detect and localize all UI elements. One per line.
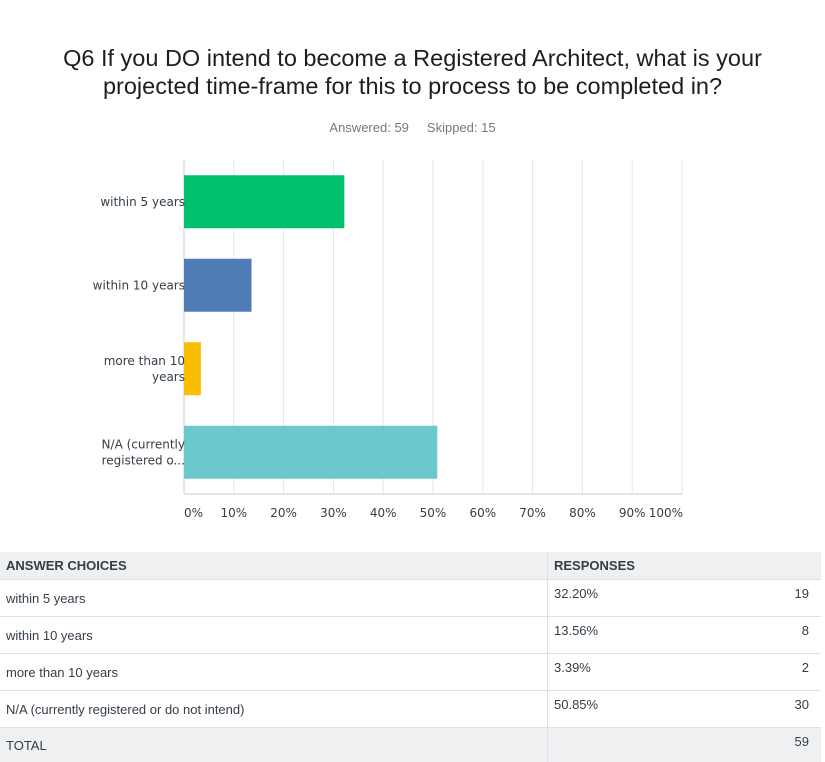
choice-cell: N/A (currently registered or do not inte… xyxy=(0,691,548,728)
choice-cell: within 10 years xyxy=(0,617,548,654)
table-row: within 10 years 13.56% 8 xyxy=(0,617,821,654)
x-tick-label: 20% xyxy=(270,506,297,520)
bar xyxy=(184,426,437,479)
category-label: within 5 years xyxy=(100,195,185,209)
responses-header: RESPONSES xyxy=(548,552,822,580)
x-tick-label: 10% xyxy=(220,506,247,520)
bar xyxy=(184,175,344,228)
response-stats: Answered: 59 Skipped: 15 xyxy=(0,120,825,135)
count-cell: 8 xyxy=(743,617,821,654)
answer-choices-header: ANSWER CHOICES xyxy=(0,552,548,580)
question-title: Q6 If you DO intend to become a Register… xyxy=(0,44,825,100)
category-label: registered o... xyxy=(102,453,185,467)
question-title-line2: projected time-frame for this to process… xyxy=(103,73,722,99)
choice-cell: more than 10 years xyxy=(0,654,548,691)
total-percent-cell xyxy=(548,728,744,762)
percent-cell: 32.20% xyxy=(548,580,744,617)
x-tick-label: 0% xyxy=(184,506,203,520)
percent-cell: 13.56% xyxy=(548,617,744,654)
table-header-row: ANSWER CHOICES RESPONSES xyxy=(0,552,821,580)
responses-table: ANSWER CHOICES RESPONSES within 5 years … xyxy=(0,552,821,762)
total-row: TOTAL 59 xyxy=(0,728,821,762)
x-tick-label: 80% xyxy=(569,506,596,520)
category-label: N/A (currently xyxy=(102,437,185,451)
category-label: within 10 years xyxy=(93,278,185,292)
bar-chart-svg: 0% 10% 20% 30% 40% 50% 60% 70% 80% 90%100% within … xyxy=(0,150,825,530)
skipped-count: Skipped: 15 xyxy=(427,120,496,135)
x-tick-label: 50% xyxy=(420,506,447,520)
table-row: within 5 years 32.20% 19 xyxy=(0,580,821,617)
bar xyxy=(184,342,201,395)
x-tick-label: 70% xyxy=(519,506,546,520)
x-tick-label: 30% xyxy=(320,506,347,520)
table-row: N/A (currently registered or do not inte… xyxy=(0,691,821,728)
x-tick-label: 100% xyxy=(649,506,683,520)
count-cell: 30 xyxy=(743,691,821,728)
x-tick-label: 60% xyxy=(469,506,496,520)
total-label: TOTAL xyxy=(0,728,548,762)
percent-cell: 50.85% xyxy=(548,691,744,728)
category-label: years xyxy=(152,370,185,384)
answered-count: Answered: 59 xyxy=(329,120,409,135)
total-count: 59 xyxy=(743,728,821,762)
question-title-line1: Q6 If you DO intend to become a Register… xyxy=(63,45,762,71)
x-tick-label: 90% xyxy=(619,506,646,520)
category-label: more than 10 xyxy=(104,354,185,368)
count-cell: 2 xyxy=(743,654,821,691)
percent-cell: 3.39% xyxy=(548,654,744,691)
choice-cell: within 5 years xyxy=(0,580,548,617)
count-cell: 19 xyxy=(743,580,821,617)
table-row: more than 10 years 3.39% 2 xyxy=(0,654,821,691)
bar-chart: 0% 10% 20% 30% 40% 50% 60% 70% 80% 90%100% within … xyxy=(0,150,825,535)
bar xyxy=(184,259,252,312)
x-tick-label: 40% xyxy=(370,506,397,520)
